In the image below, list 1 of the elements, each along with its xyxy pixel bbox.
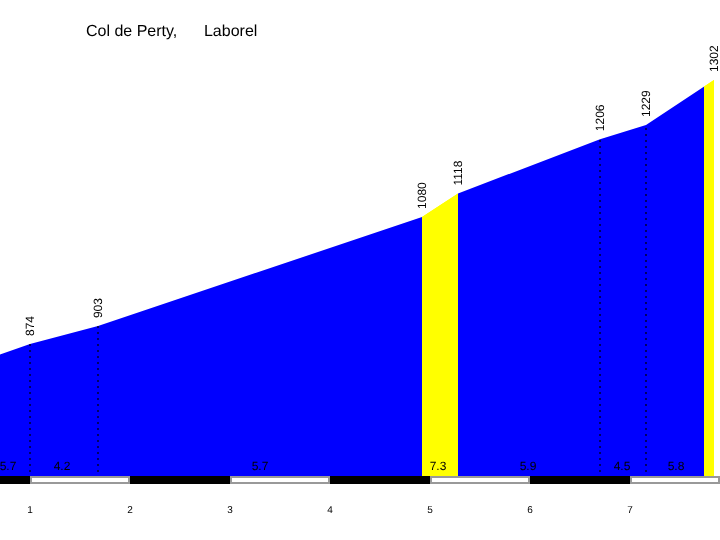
chart-title: Col de Perty, Laborel <box>86 22 258 40</box>
